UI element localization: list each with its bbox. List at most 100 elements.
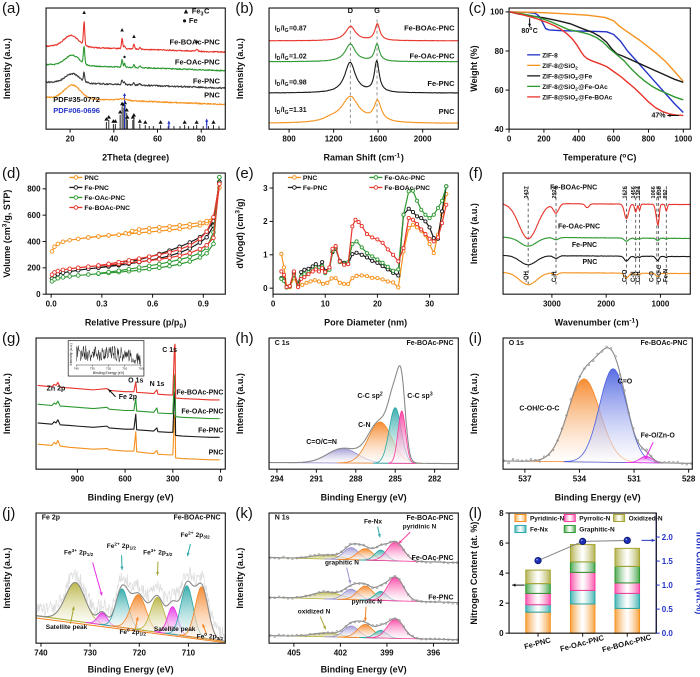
svg-text:400: 400 xyxy=(27,237,41,246)
svg-text:600: 600 xyxy=(27,211,41,220)
svg-text:Fe0 2p1/2: Fe0 2p1/2 xyxy=(119,628,146,637)
svg-text:0.0: 0.0 xyxy=(661,629,673,638)
svg-text:537: 537 xyxy=(518,475,532,484)
svg-text:Intensity (a.u.): Intensity (a.u.) xyxy=(469,203,479,264)
panel-f: (f) 3000 2000 1000 Wavenumber (cm-1 ) Intens… xyxy=(467,165,700,330)
svg-text:396: 396 xyxy=(427,649,441,658)
svg-text:0.9: 0.9 xyxy=(198,300,210,309)
panel-b-label: (b) xyxy=(235,0,254,17)
svg-text:Binding Energy (eV): Binding Energy (eV) xyxy=(554,493,640,503)
svg-text:8: 8 xyxy=(499,509,504,518)
svg-text:-OH: -OH xyxy=(524,271,530,282)
panel-h: (h) 294 291 288 285 282 Binding Energy (eV) In… xyxy=(233,330,466,505)
panel-k: (k) 405 402 399 396 Binding Energy (eV) Inten… xyxy=(233,505,466,677)
svg-text:400: 400 xyxy=(572,135,586,144)
svg-text:1038: 1038 xyxy=(657,186,663,198)
panel-j-fe2p-chart: 740 730 720 710 Binding Energy (eV) Intensity… xyxy=(2,512,226,675)
svg-text:Intensity (a.u.): Intensity (a.u.) xyxy=(235,373,245,434)
svg-text:200: 200 xyxy=(537,135,551,144)
svg-text:60: 60 xyxy=(494,86,503,95)
svg-text:Fe-OAc-PNC: Fe-OAc-PNC xyxy=(181,408,223,415)
panel-c: (c) 0 200 400 600 800 1000 40 60 80 100 Temperatur… xyxy=(467,0,700,165)
svg-text:ID /IG =0.87: ID /IG =0.87 xyxy=(275,25,307,34)
svg-text:Pore Diameter (nm): Pore Diameter (nm) xyxy=(324,318,407,328)
panel-g-label: (g) xyxy=(2,330,21,347)
svg-text:531: 531 xyxy=(627,475,641,484)
svg-text:20: 20 xyxy=(373,300,382,309)
panel-c-tga-chart: 0 200 400 600 800 1000 40 60 80 100 Temperature (o… xyxy=(469,7,692,163)
svg-text:ID /IG =1.02: ID /IG =1.02 xyxy=(275,53,307,62)
panel-j: (j) 740 730 720 710 Binding Energy (eV) Inten… xyxy=(0,505,233,677)
svg-text:1456: 1456 xyxy=(631,186,637,198)
svg-text:288: 288 xyxy=(349,475,363,484)
svg-text:Binding Energy (eV): Binding Energy (eV) xyxy=(321,493,407,503)
panel-l-label: (l) xyxy=(468,505,482,522)
svg-text:1000: 1000 xyxy=(674,135,692,144)
svg-text:O 1s: O 1s xyxy=(128,377,143,384)
svg-text:Fe-OAc-PNC: Fe-OAc-PNC xyxy=(410,51,456,60)
panel-e-label: (e) xyxy=(235,165,254,182)
svg-text:Nitrogen Content (at. %): Nitrogen Content (at. %) xyxy=(469,522,479,625)
svg-text:dV(logd) (cm3 /g): dV(logd) (cm3 /g) xyxy=(235,199,245,269)
svg-text:Temperature (o C): Temperature (o C) xyxy=(563,152,636,162)
panel-d-isotherm-chart: 0.0 0.3 0.6 0.9 0 200 400 600 800 Relative Pressu… xyxy=(2,172,226,330)
svg-text:C 1s: C 1s xyxy=(162,347,177,354)
svg-text:Fe-BOAc-PNC: Fe-BOAc-PNC xyxy=(550,184,597,191)
svg-text:Fe-N: Fe-N xyxy=(663,269,669,282)
svg-text:C=O: C=O xyxy=(617,379,632,386)
panel-g-xps-survey-chart: 900 600 300 0 Binding Energy (eV) Intensity (… xyxy=(2,337,226,503)
svg-text:● Fe: ● Fe xyxy=(182,16,197,25)
svg-text:282: 282 xyxy=(428,475,442,484)
svg-text:600: 600 xyxy=(607,135,621,144)
panel-f-ftir-chart: 3000 2000 1000 Wavenumber (cm-1 ) Intensity … xyxy=(469,172,691,328)
svg-text:Satellite peak: Satellite peak xyxy=(46,624,88,631)
svg-text:N 1s: N 1s xyxy=(150,381,165,388)
panel-g: (g) 900 600 300 0 Binding Energy (eV) Intensi… xyxy=(0,330,233,505)
svg-text:C-N: C-N xyxy=(631,271,637,282)
panel-k-n1s-chart: 405 402 399 396 Binding Energy (eV) Intensity… xyxy=(235,512,460,675)
svg-text:2.0: 2.0 xyxy=(661,533,673,542)
panel-h-c1s-chart: 294 291 288 285 282 Binding Energy (eV) Intens… xyxy=(235,337,460,503)
panel-i-o1s-chart: 537 534 531 528 Binding Energy (eV) Intensity… xyxy=(469,337,696,503)
svg-text:1000: 1000 xyxy=(651,300,669,309)
panel-b-raman-chart: 800 1200 1600 2000 Raman Shift (cm-1 ) Intens… xyxy=(235,6,460,163)
svg-text:1066: 1066 xyxy=(651,186,657,198)
panel-e: (e) 0 10 20 30 0 1 2 3 Pore Diameter (nm) dV(logd… xyxy=(233,165,466,330)
svg-text:Fe 2p: Fe 2p xyxy=(119,394,137,401)
svg-text:6: 6 xyxy=(499,539,504,548)
svg-text:▲: ▲ xyxy=(131,34,137,40)
svg-text:Fe0 2p3/2: Fe0 2p3/2 xyxy=(197,632,224,641)
svg-text:40: 40 xyxy=(494,125,503,134)
svg-text:Zn 2p: Zn 2p xyxy=(47,385,66,392)
svg-text:Fe-BOAc-PNC: Fe-BOAc-PNC xyxy=(407,515,454,522)
svg-text:800: 800 xyxy=(27,185,41,194)
panel-i: (i) 537 534 531 528 Binding Energy (eV) Inten… xyxy=(467,330,700,505)
svg-text:700: 700 xyxy=(138,367,143,371)
svg-text:730: 730 xyxy=(83,649,97,658)
svg-text:900: 900 xyxy=(71,475,85,484)
svg-text:Fe-BOAc-PNC: Fe-BOAc-PNC xyxy=(385,185,431,192)
svg-text:720: 720 xyxy=(133,649,147,658)
svg-text:Fe3+ 2p3/2: Fe3+ 2p3/2 xyxy=(143,548,173,557)
svg-text:Fe-PNC: Fe-PNC xyxy=(523,635,552,651)
svg-text:oxidized N: oxidized N xyxy=(298,608,331,615)
svg-text:Fe-BOAc-PNC: Fe-BOAc-PNC xyxy=(407,340,454,347)
svg-text:Intensity (a.u.): Intensity (a.u.) xyxy=(2,38,12,99)
svg-text:10: 10 xyxy=(321,300,330,309)
svg-text:PDF#35-0772: PDF#35-0772 xyxy=(53,95,100,104)
svg-text:Fe-PNC: Fe-PNC xyxy=(428,79,456,88)
svg-text:Wavenumber (cm-1 ): Wavenumber (cm-1 ) xyxy=(554,317,638,327)
panel-a-label: (a) xyxy=(2,0,21,17)
svg-text:1384: 1384 xyxy=(636,185,642,198)
svg-text:Intensity (a.u.): Intensity (a.u.) xyxy=(2,548,12,609)
svg-text:Fe-BOAc-PNC: Fe-BOAc-PNC xyxy=(84,205,130,212)
svg-text:PNC: PNC xyxy=(204,91,220,100)
svg-text:ID /IG =0.98: ID /IG =0.98 xyxy=(275,79,307,88)
svg-text:Intensity (a.u.): Intensity (a.u.) xyxy=(2,373,12,434)
svg-text:pyrrolic N: pyrrolic N xyxy=(352,598,383,605)
panel-a-xrd-chart: 20 40 60 80 2Theta (degree) Intensity (a.u.) ▲… xyxy=(2,6,226,163)
svg-text:730: 730 xyxy=(90,367,95,371)
svg-text:3000: 3000 xyxy=(543,300,561,309)
svg-text:20: 20 xyxy=(66,135,75,144)
svg-text:C-H: C-H xyxy=(636,271,642,282)
